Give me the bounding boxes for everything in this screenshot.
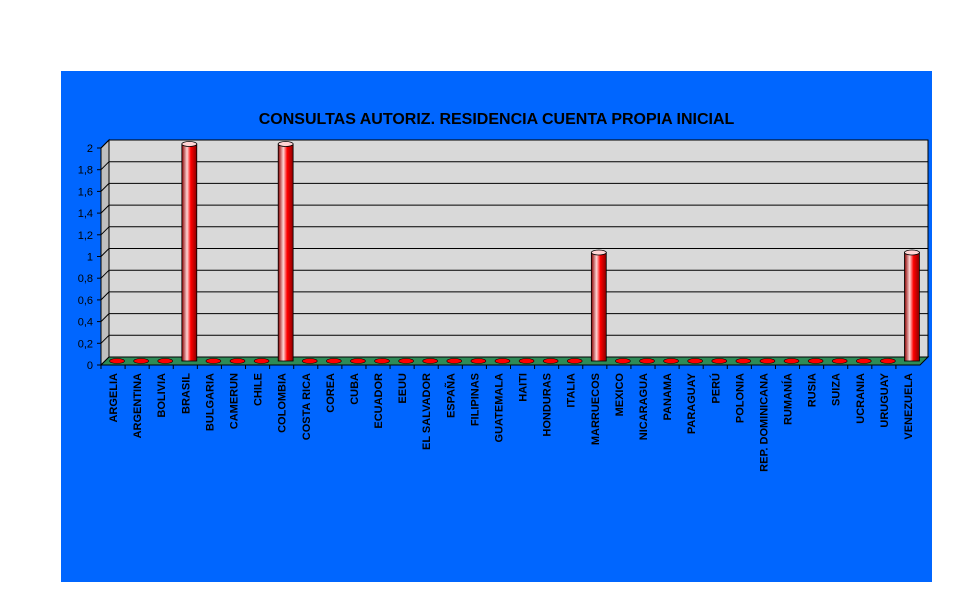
bar-argentina [133,358,149,364]
x-tick-label: ESPAÑA [444,373,457,418]
x-tick-label: POLONIA [734,373,746,423]
x-tick-label: BULGARIA [204,373,216,431]
bar-corea [326,358,342,364]
gridline-side [100,139,110,149]
gridline-side [100,226,110,236]
x-tick-label: CAMERUN [228,373,240,429]
bar-guatemala [494,358,511,364]
y-tick-label: 1,2 [78,230,93,242]
bar-polonia [735,358,752,364]
x-tick-label: HONDURAS [542,373,554,437]
x-tick-label: PERÚ [709,373,722,404]
bar-italia [566,358,583,364]
y-tick-label: 1,4 [78,208,93,220]
x-tick-label: COSTA RICA [301,373,313,440]
bar-mexico [615,358,631,364]
x-tick-label: FILIPINAS [469,373,481,426]
gridline-side [100,334,110,344]
bar-honduras [542,358,559,364]
bar-suiza [831,358,848,364]
y-tick-label: 0 [87,360,93,372]
gridline-side [100,248,110,257]
plot-floor [99,356,930,366]
x-tick-label: VENEZUELA [903,373,915,440]
bar-costa-rica [301,358,318,364]
x-tick-label: COREA [325,373,337,413]
bar-brasil [181,143,198,362]
bar-panama [663,358,679,364]
gridline-side [100,161,110,171]
y-tick-label: 2 [87,143,93,155]
x-tick-label: UCRANIA [855,373,867,424]
bar-uruguay [880,358,896,364]
bar-top [277,141,294,147]
x-tick-label: RUSIA [807,373,819,407]
bar-argelia [109,358,125,364]
bar-nicaragua [639,358,655,364]
x-tick-label: CHILE [253,373,265,406]
bar-colombia [277,143,294,362]
bar-el-salvador [422,358,438,364]
bar-top [904,249,920,256]
gridline-side [100,291,110,301]
gridline-side [100,204,110,214]
bar-ecuador [374,358,390,364]
x-tick-label: HAITI [518,373,530,402]
x-tick-label: MEXICO [614,373,626,417]
bar-camerun [229,358,246,364]
bar-chart: 0 0,2 0,4 0,6 0,8 1 1,2 1,4 1,6 1,8 2 ARGELIA ARGENT… [78,138,930,472]
x-tick-label: COLOMBIA [277,373,289,433]
x-tick-label: BOLIVIA [156,373,168,418]
y-tick-label: 0,4 [78,317,93,329]
bar-rusia [807,358,824,364]
x-tick-label: MARRUECOS [590,373,602,445]
x-tick-label: PANAMA [662,373,674,421]
x-tick-label: URUGUAY [879,372,891,427]
bar-venezuela [904,252,920,362]
x-tick-label: CUBA [349,373,361,405]
y-tick-label: 1,6 [78,186,93,198]
y-tick-label: 0,8 [78,273,93,285]
x-tick-label: GUATEMALA [493,373,505,443]
x-tick-label: NICARAGUA [638,373,650,440]
x-tick-label: ARGENTINA [132,373,144,438]
x-tick-label: ECUADOR [373,373,385,429]
bar-bulgaria [205,358,222,364]
bar-ucrania [856,358,872,364]
x-tick-label: ARGELIA [108,373,120,423]
gridline-side [100,269,110,279]
y-tick-label: 0,6 [78,295,93,307]
gridline-side [100,183,110,192]
bar-haiti [518,358,535,364]
bar-bolivia [157,358,173,364]
bar-paraguay [687,358,703,364]
bar-eeuu [398,358,414,364]
y-tick-label: 0,2 [78,338,93,350]
bar-top [181,141,198,147]
chart-panel: CONSULTAS AUTORIZ. RESIDENCIA CUENTA PRO… [61,71,932,582]
x-tick-label: RUMANÍA [782,373,795,425]
bar-top [590,249,607,256]
bar-filipinas [470,358,487,364]
bar-rep-dominicana [759,358,776,364]
x-tick-label: PARAGUAY [686,372,698,434]
x-tick-label: EL SALVADOR [421,373,433,450]
bar-chile [253,358,270,364]
x-tick-label: REP. DOMINICANA [758,373,770,472]
bar-españa [446,358,463,364]
x-tick-label: SUIZA [831,373,843,406]
bar-marruecos [590,252,607,362]
gridline-side [100,313,110,322]
bar-perú [711,358,728,364]
x-tick-label: BRASIL [180,373,192,414]
bar-cuba [350,358,366,364]
chart-title: CONSULTAS AUTORIZ. RESIDENCIA CUENTA PRO… [258,111,735,128]
y-tick-label: 1 [87,252,93,264]
bar-rumanía [783,358,800,364]
y-tick-label: 1,8 [78,165,93,177]
x-tick-label: EEUU [397,373,409,404]
x-tick-label: ITALIA [566,373,578,408]
